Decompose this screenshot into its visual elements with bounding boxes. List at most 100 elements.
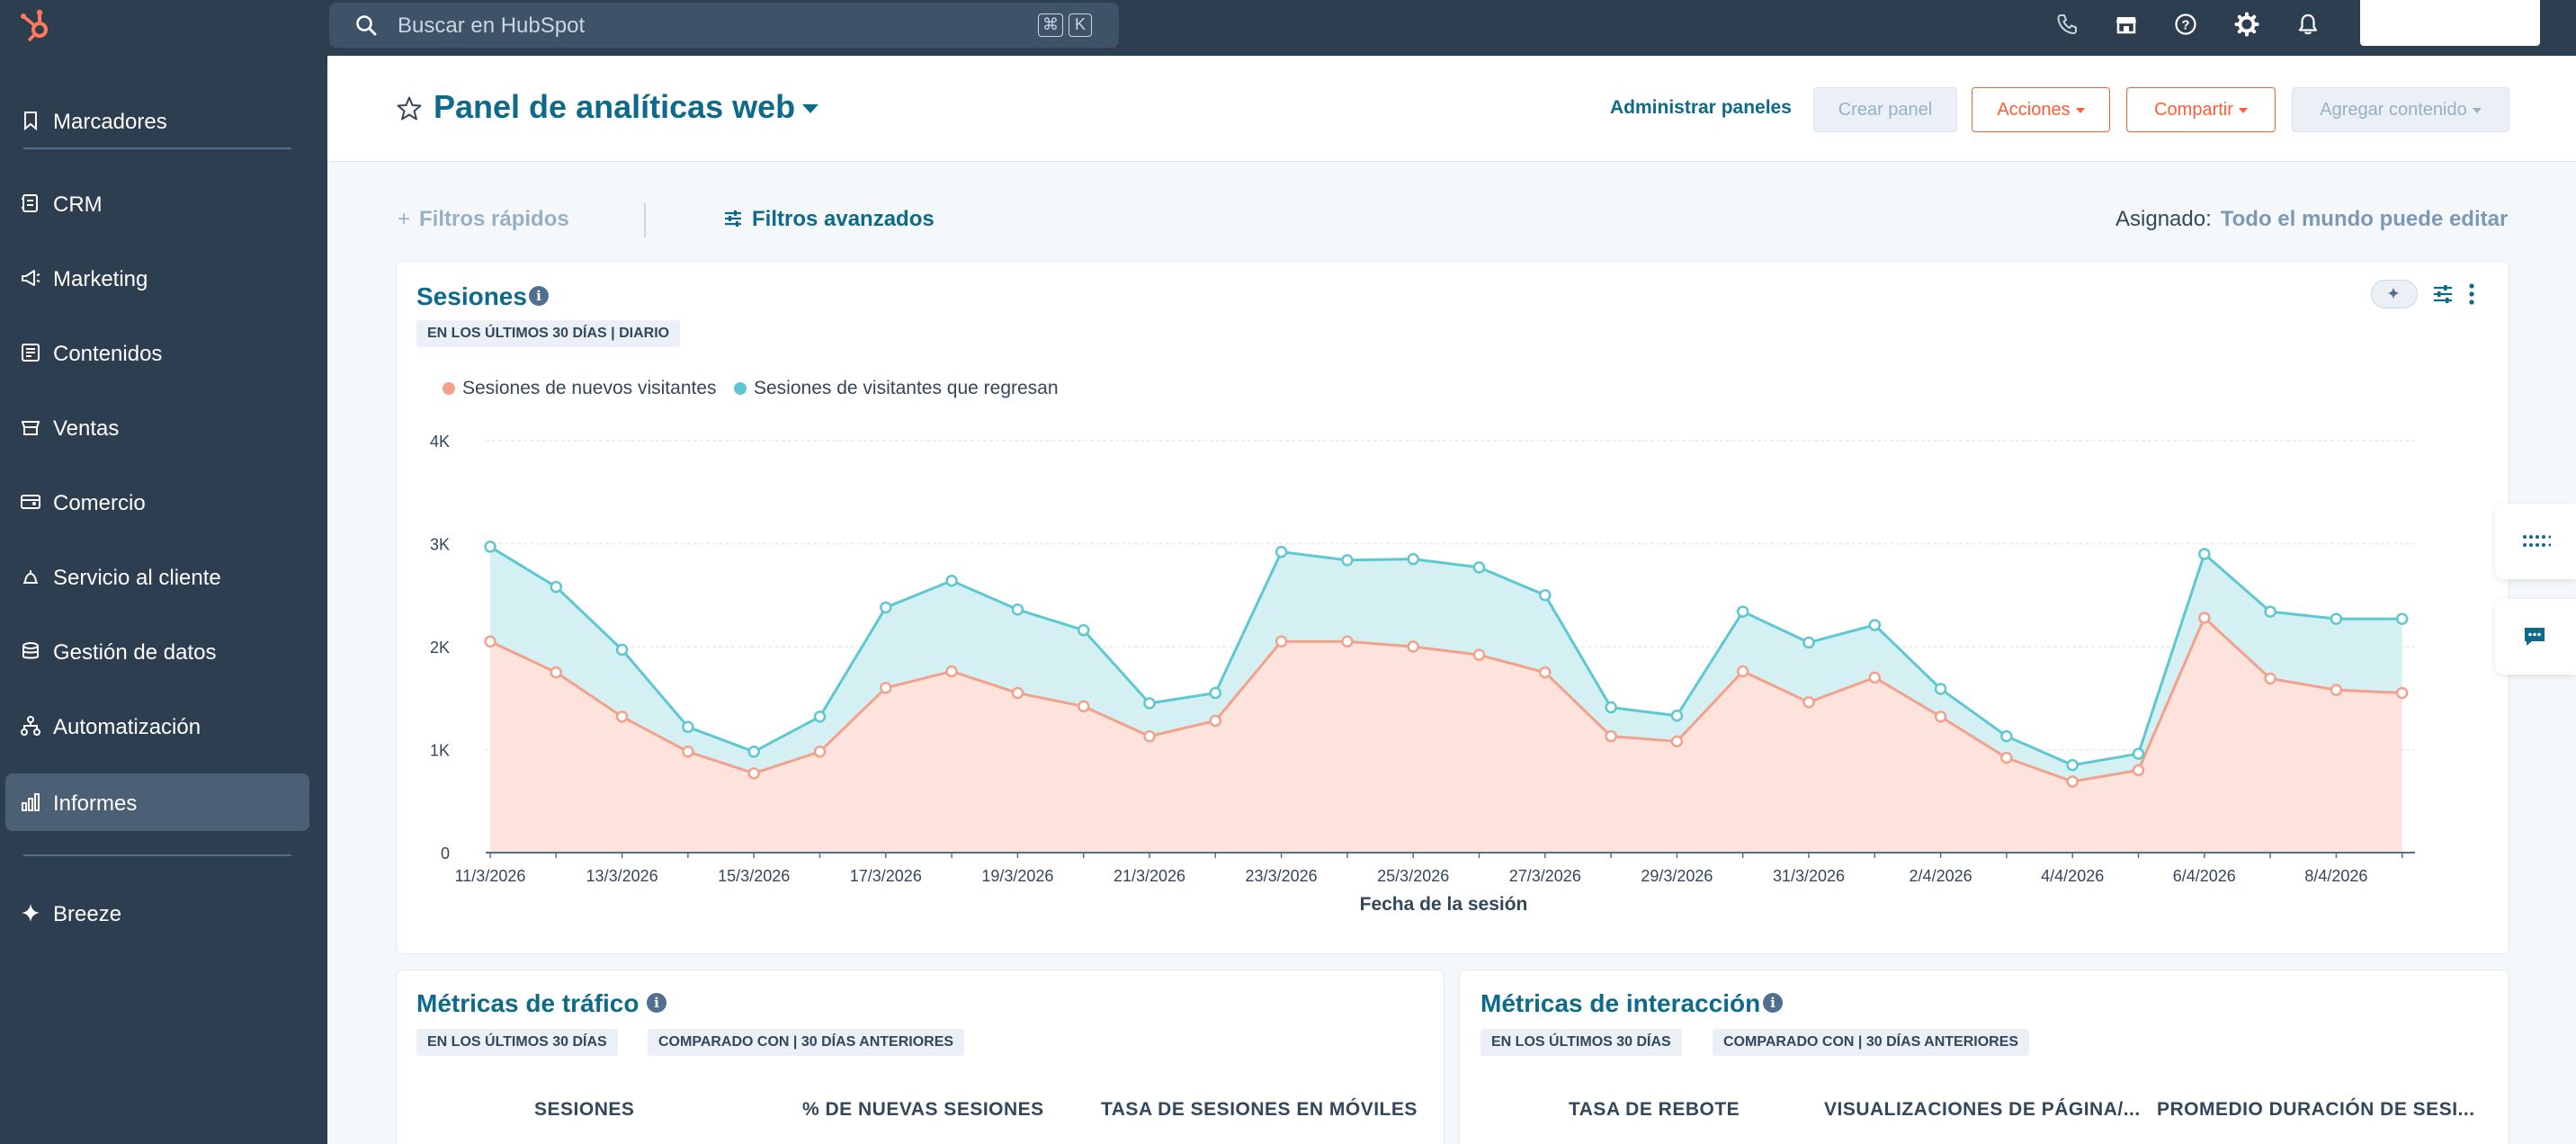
commerce-icon [21,495,40,509]
settings-gear-icon[interactable] [2234,12,2259,37]
service-icon [23,570,38,584]
search-icon [356,15,377,36]
new-visitors-point [2066,775,2079,788]
new-visitors-point [615,711,629,723]
search-input[interactable]: Buscar en HubSpot ⌘ K [329,3,1119,48]
traffic-card-title[interactable]: Métricas de tráfico [416,989,640,1017]
comparison-tag: COMPARADO CON | 30 DÍAS ANTERIORES [1713,1029,2030,1056]
marketplace-icon[interactable] [2114,12,2139,37]
new-visitors-point [945,665,958,678]
date-range-tag: EN LOS ÚLTIMOS 30 DÍAS | DIARIO [416,320,681,347]
info-icon[interactable]: i [1763,993,1783,1013]
x-tick-label: 21/3/2026 [1114,867,1185,885]
chat-widget[interactable] [2495,599,2576,675]
sidebar-item-label: Ventas [53,416,120,441]
sparkle-ai-button[interactable] [2371,280,2418,308]
returning-visitors-point [1011,603,1024,616]
returning-visitors-point [1670,709,1684,722]
create-dashboard-label: Crear panel [1838,100,1933,120]
dashboard-title-dropdown[interactable]: Panel de analíticas web [434,88,819,126]
sidebar-item-label: Automatización [53,715,201,739]
new-visitors-point [1341,635,1354,648]
sidebar: Marcadores CRM Marketing Contenidos Vent… [0,56,327,1144]
sidebar-item-label: Contenidos [53,342,163,366]
database-icon [22,642,39,659]
y-tick-label: 4K [430,433,450,451]
engagement-card-title[interactable]: Métricas de interacción [1480,989,1761,1017]
y-tick-label: 0 [441,845,450,862]
phone-icon[interactable] [2054,12,2080,37]
sidebar-item-customer-service[interactable]: Servicio al cliente [5,548,309,605]
traffic-metrics-card [396,970,1445,1144]
returning-visitors-area [490,546,2402,782]
advanced-filters-label: Filtros avanzados [752,207,935,231]
more-options-icon[interactable] [2466,282,2477,307]
returning-visitors-point [1341,554,1354,567]
quick-filters-button[interactable]: + Filtros rápidos [398,207,569,232]
returning-visitors-point [1605,701,1617,714]
x-tick-label: 2/4/2026 [1910,867,1972,885]
add-content-button[interactable]: Agregar contenido [2292,87,2509,132]
chevron-down-icon [2238,107,2248,113]
create-dashboard-button[interactable]: Crear panel [1813,87,1957,132]
returning-visitors-point [945,574,958,587]
new-visitors-point [1736,665,1749,678]
sidebar-item-breeze[interactable]: Breeze [5,884,309,942]
legend-item-new-visitors[interactable]: Sesiones de nuevos visitantes [443,378,717,399]
x-tick-label: 31/3/2026 [1773,867,1845,885]
sidebar-item-data-management[interactable]: Gestión de datos [5,622,309,680]
sidebar-item-automation[interactable]: Automatización [5,697,309,755]
legend-item-returning-visitors[interactable]: Sesiones de visitantes que regresan [734,378,1059,399]
sidebar-item-sales[interactable]: Ventas [5,398,309,456]
new-visitors-point [484,635,496,648]
assigned-value-link[interactable]: Todo el mundo puede editar [2220,207,2509,231]
help-icon[interactable]: ? [2173,12,2198,37]
sidebar-item-commerce[interactable]: Comercio [5,473,309,531]
sidebar-item-content[interactable]: Contenidos [5,324,309,381]
returning-visitors-point [615,643,629,657]
chat-bubble-icon [2525,628,2545,646]
returning-visitors-point [682,720,694,734]
sessions-card-title[interactable]: Sesiones [416,282,527,310]
returning-visitors-point [813,711,827,723]
sidebar-item-crm[interactable]: CRM [5,174,309,232]
returning-visitors-point [1868,619,1882,631]
returning-visitors-point [1143,697,1156,710]
notifications-bell-icon[interactable] [2295,12,2321,37]
filter-sliders-icon[interactable] [2432,283,2454,305]
returning-visitors-point [1275,545,1288,559]
manage-dashboards-link[interactable]: Administrar paneles [1610,97,1792,118]
share-button[interactable]: Compartir [2126,87,2276,132]
sidebar-item-label: Gestión de datos [53,640,217,665]
hubspot-logo-icon[interactable] [16,5,58,47]
sidebar-item-reports[interactable]: Informes [5,773,309,831]
sidebar-item-bookmarks[interactable]: Marcadores [5,92,309,149]
shortcut-key-command: ⌘ [1038,13,1063,37]
advanced-filters-button[interactable]: Filtros avanzados [723,207,935,232]
returning-visitors-point [2132,747,2145,760]
filters-divider [644,203,646,237]
favorite-star-icon[interactable] [396,95,423,122]
info-icon[interactable]: i [647,993,666,1013]
new-visitors-point [1143,729,1156,743]
actions-button[interactable]: Acciones [1972,87,2110,132]
metric-mobile-sessions-heading: TASA DE SESIONES EN MÓVILES [1101,1099,1418,1120]
new-visitors-point [1605,729,1617,743]
returning-visitors-point [1407,552,1419,566]
automation-icon [21,716,40,736]
assigned-permissions: Asignado: Todo el mundo puede editar [2115,207,2508,232]
returning-visitors-point [2264,605,2276,618]
grid-dots-icon [2523,535,2551,547]
sidebar-item-marketing[interactable]: Marketing [5,249,309,307]
sidebar-item-label: Marketing [53,267,148,291]
metric-pageviews-heading: VISUALIZACIONES DE PÁGINA/... [1824,1099,2141,1120]
metric-sessions-heading: SESIONES [534,1099,635,1120]
info-icon[interactable]: i [529,286,549,306]
sidebar-item-label: Breeze [53,902,122,926]
returning-visitors-line [489,545,2402,767]
apps-grid-widget[interactable] [2495,504,2576,579]
new-visitors-area [490,617,2402,853]
sessions-area-chart: 0 1K 2K 3K 4K 11/3/2026 13/3/2026 15/3/2026 17/3… [430,433,2415,915]
account-menu[interactable] [2360,0,2540,46]
date-range-tag: EN LOS ÚLTIMOS 30 DÍAS [1480,1029,1682,1056]
